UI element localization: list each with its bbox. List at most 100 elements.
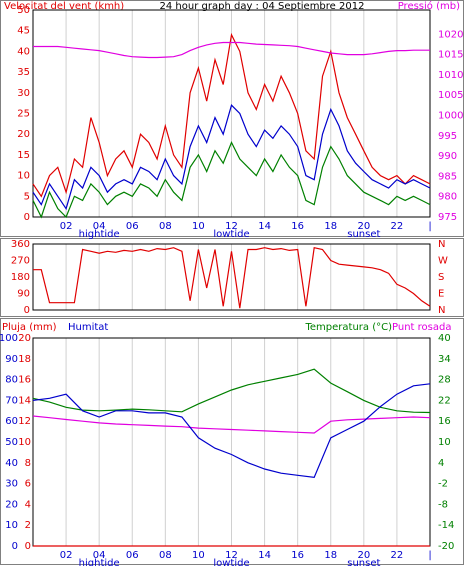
y-tick-label: 20	[18, 333, 31, 344]
y-tick-label: 360	[11, 239, 30, 250]
y-tick-label: 18	[18, 354, 31, 365]
chart-title: 24 hour graph day : 04 Septiembre 2012	[160, 1, 365, 12]
y-tick-label: 20	[5, 499, 18, 510]
y-tick-label: 16	[438, 416, 451, 427]
y-tick-label: N	[438, 239, 445, 250]
tide-annotation: sunset	[347, 558, 380, 566]
series-line	[32, 141, 431, 219]
tide-annotation: hightide	[79, 558, 120, 566]
series-line	[33, 41, 430, 59]
x-tick-label: |	[428, 221, 431, 232]
y-tick-label: -20	[438, 541, 454, 552]
y-tick-label: 45	[17, 26, 30, 37]
y-tick-label: 0	[12, 541, 18, 552]
x-tick-label: 04	[93, 221, 106, 232]
y-tick-label: 50	[17, 5, 30, 16]
x-tick-label: 08	[159, 550, 172, 561]
y-tick-label: 30	[17, 88, 30, 99]
y-tick-label: E	[438, 289, 444, 300]
y-tick-label: 15	[17, 150, 30, 161]
y-tick-label: 40	[438, 333, 451, 344]
y-tick-label: 100	[0, 333, 18, 344]
y-tick-label: 35	[17, 67, 30, 78]
y-tick-label: 980	[438, 192, 457, 203]
y-tick-label: 1020	[438, 29, 463, 40]
y-tick-label: N	[438, 305, 445, 316]
temperature-axis-title: Temperatura (°C)	[304, 322, 392, 333]
y-tick-label: 90	[5, 354, 18, 365]
y-tick-label: W	[438, 256, 448, 267]
y-tick-label: 180	[11, 272, 30, 283]
y-tick-label: 0	[24, 212, 30, 223]
y-tick-label: 10	[5, 520, 18, 531]
y-tick-label: 60	[5, 416, 18, 427]
y-tick-label: 22	[438, 395, 451, 406]
x-tick-label: 10	[192, 550, 205, 561]
y-tick-label: 30	[5, 479, 18, 490]
x-tick-label: 06	[126, 550, 139, 561]
x-tick-label: 22	[391, 221, 404, 232]
x-tick-label: 22	[391, 550, 404, 561]
tide-annotation: lowtide	[213, 229, 249, 240]
y-tick-label: 28	[438, 375, 451, 386]
tide-annotation: sunset	[347, 229, 380, 240]
series-line	[32, 383, 431, 479]
x-tick-label: 08	[159, 221, 172, 232]
series-line	[32, 415, 431, 434]
humidity-axis-title: Humitat	[68, 322, 108, 333]
y-tick-label: 995	[438, 131, 457, 142]
y-tick-label: -2	[438, 479, 448, 490]
y-tick-label: 990	[438, 151, 457, 162]
x-tick-label: 02	[60, 550, 73, 561]
x-tick-label: 20	[357, 550, 370, 561]
y-tick-label: 4	[25, 499, 31, 510]
y-tick-label: 8	[25, 458, 31, 469]
y-tick-label: 10	[438, 437, 451, 448]
pressure-axis-title: Pressió (mb)	[398, 0, 460, 12]
x-tick-label: 12	[225, 221, 238, 232]
y-tick-label: 6	[25, 479, 31, 490]
y-tick-label: 10	[18, 437, 31, 448]
rain-axis-title: Pluja (mm)	[2, 322, 57, 333]
y-tick-label: 25	[17, 109, 30, 120]
y-tick-label: -8	[438, 499, 448, 510]
y-tick-label: 0	[25, 541, 31, 552]
y-tick-label: 4	[438, 458, 444, 469]
x-tick-label: 14	[258, 550, 271, 561]
x-tick-label: 12	[225, 550, 238, 561]
y-tick-label: 985	[438, 171, 457, 182]
y-tick-label: 1005	[438, 90, 463, 101]
y-tick-label: 10	[17, 171, 30, 182]
y-tick-label: 80	[5, 375, 18, 386]
tide-annotation: hightide	[79, 229, 120, 240]
y-tick-label: 34	[438, 354, 451, 365]
series-line	[33, 246, 431, 309]
x-tick-label: |	[428, 550, 431, 561]
y-tick-label: 14	[18, 395, 31, 406]
y-tick-label: 1000	[438, 111, 463, 122]
x-tick-label: 18	[324, 221, 337, 232]
y-tick-label: 12	[18, 416, 31, 427]
y-tick-label: 0	[24, 305, 30, 316]
x-tick-label: 10	[192, 221, 205, 232]
y-tick-label: 2	[25, 520, 31, 531]
dewpoint-axis-title: Punt rosada	[392, 322, 451, 333]
y-tick-label: 20	[17, 129, 30, 140]
y-tick-label: 1010	[438, 70, 463, 81]
y-tick-label: 40	[17, 46, 30, 57]
y-tick-label: S	[438, 272, 444, 283]
x-tick-label: 06	[126, 221, 139, 232]
y-tick-label: -14	[438, 520, 454, 531]
y-tick-label: 40	[5, 458, 18, 469]
y-tick-label: 70	[5, 395, 18, 406]
tide-annotation: lowtide	[213, 558, 249, 566]
y-tick-label: 50	[5, 437, 18, 448]
wind-axis-title: Velocitat del vent (kmh)	[4, 1, 124, 12]
plot-area	[32, 243, 431, 311]
series-line	[32, 368, 431, 414]
y-tick-label: 270	[11, 256, 30, 267]
x-tick-label: 16	[291, 221, 304, 232]
x-tick-label: 04	[93, 550, 106, 561]
y-tick-label: 1015	[438, 50, 463, 61]
x-tick-label: 02	[60, 221, 73, 232]
